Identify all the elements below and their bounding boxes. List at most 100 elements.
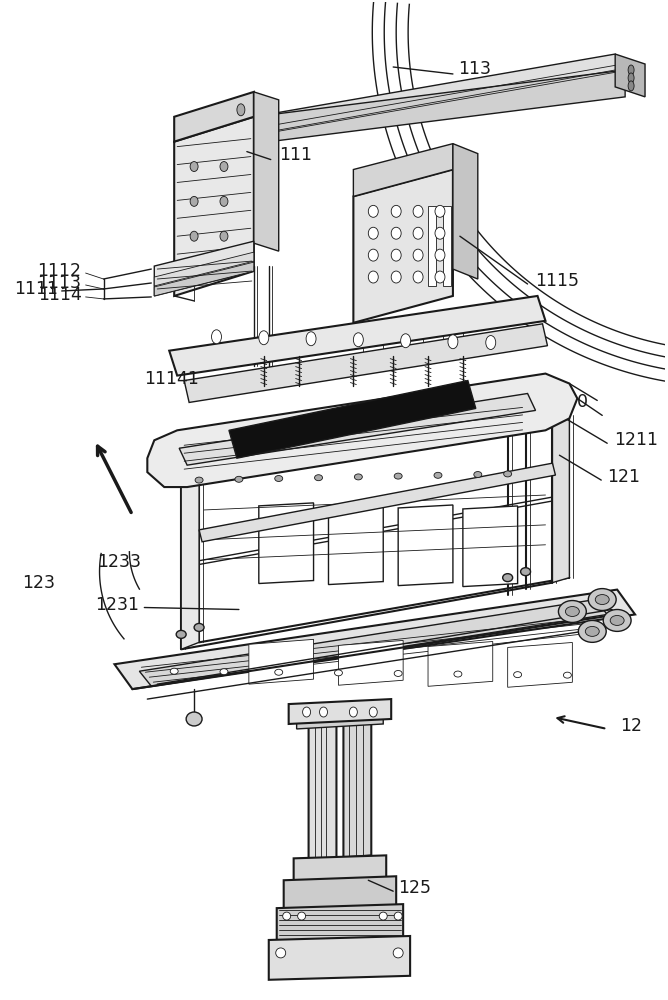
Polygon shape (463, 506, 518, 587)
Ellipse shape (176, 630, 186, 638)
Polygon shape (148, 374, 577, 487)
Ellipse shape (474, 472, 482, 478)
Ellipse shape (628, 73, 634, 83)
Bar (428, 206, 436, 286)
Ellipse shape (335, 670, 343, 676)
Text: 1211: 1211 (614, 431, 658, 449)
Ellipse shape (391, 227, 401, 239)
Ellipse shape (220, 669, 228, 675)
Polygon shape (353, 170, 453, 323)
Polygon shape (277, 904, 403, 944)
Ellipse shape (195, 477, 203, 483)
Ellipse shape (212, 330, 222, 344)
Ellipse shape (486, 336, 496, 349)
Ellipse shape (413, 205, 423, 217)
Ellipse shape (595, 595, 609, 605)
Ellipse shape (391, 271, 401, 283)
Ellipse shape (394, 473, 402, 479)
Ellipse shape (368, 227, 378, 239)
Ellipse shape (558, 601, 587, 622)
Text: 1111: 1111 (14, 280, 57, 298)
Polygon shape (154, 252, 254, 286)
Polygon shape (174, 117, 254, 296)
Ellipse shape (303, 707, 311, 717)
Text: 113: 113 (458, 60, 491, 78)
Ellipse shape (391, 249, 401, 261)
Polygon shape (184, 324, 548, 402)
Ellipse shape (275, 669, 283, 675)
Text: 100: 100 (556, 393, 589, 411)
Polygon shape (229, 381, 476, 458)
Polygon shape (615, 54, 645, 97)
Ellipse shape (454, 671, 462, 677)
Ellipse shape (379, 912, 387, 920)
Ellipse shape (275, 476, 283, 481)
Polygon shape (339, 640, 403, 685)
Polygon shape (294, 855, 386, 883)
Ellipse shape (220, 196, 228, 206)
Polygon shape (353, 144, 453, 196)
Ellipse shape (603, 609, 631, 631)
Polygon shape (140, 600, 607, 686)
Ellipse shape (349, 707, 357, 717)
Ellipse shape (435, 271, 445, 283)
Text: 1115: 1115 (536, 272, 580, 290)
Polygon shape (508, 642, 572, 687)
Ellipse shape (589, 589, 616, 610)
Polygon shape (428, 642, 493, 686)
Ellipse shape (565, 607, 579, 616)
Polygon shape (174, 92, 254, 142)
Polygon shape (114, 590, 635, 689)
Ellipse shape (194, 623, 204, 631)
Ellipse shape (353, 333, 363, 347)
Polygon shape (229, 102, 254, 132)
Polygon shape (154, 241, 254, 296)
Ellipse shape (237, 104, 245, 116)
Polygon shape (269, 936, 410, 980)
Ellipse shape (394, 912, 402, 920)
Polygon shape (254, 92, 279, 251)
Polygon shape (234, 107, 254, 144)
Text: 1112: 1112 (37, 262, 81, 280)
Ellipse shape (190, 162, 198, 172)
Ellipse shape (413, 227, 423, 239)
Ellipse shape (170, 668, 178, 674)
Text: 1114: 1114 (38, 286, 81, 304)
Ellipse shape (514, 672, 522, 678)
Ellipse shape (276, 948, 286, 958)
Polygon shape (249, 639, 313, 684)
Ellipse shape (368, 205, 378, 217)
Ellipse shape (578, 620, 607, 642)
Ellipse shape (628, 81, 634, 91)
Ellipse shape (393, 948, 403, 958)
Text: 11141: 11141 (144, 370, 199, 388)
Ellipse shape (259, 331, 269, 345)
Ellipse shape (610, 615, 624, 625)
Polygon shape (259, 503, 313, 584)
Ellipse shape (368, 249, 378, 261)
Text: 121: 121 (607, 468, 640, 486)
Text: 111: 111 (279, 146, 312, 164)
Polygon shape (254, 70, 625, 144)
Ellipse shape (413, 249, 423, 261)
Ellipse shape (283, 912, 291, 920)
Ellipse shape (315, 475, 323, 481)
Polygon shape (309, 717, 337, 860)
Polygon shape (199, 463, 556, 542)
Ellipse shape (520, 568, 530, 576)
Polygon shape (453, 144, 478, 279)
Polygon shape (284, 876, 396, 912)
Polygon shape (552, 415, 569, 583)
Ellipse shape (235, 476, 243, 482)
Ellipse shape (306, 332, 316, 346)
Polygon shape (398, 505, 453, 586)
Polygon shape (154, 262, 254, 296)
Ellipse shape (503, 574, 512, 582)
Polygon shape (289, 699, 391, 724)
Polygon shape (297, 709, 383, 729)
Ellipse shape (448, 335, 458, 349)
Bar (443, 206, 451, 286)
Ellipse shape (190, 196, 198, 206)
Ellipse shape (394, 670, 402, 676)
Ellipse shape (391, 205, 401, 217)
